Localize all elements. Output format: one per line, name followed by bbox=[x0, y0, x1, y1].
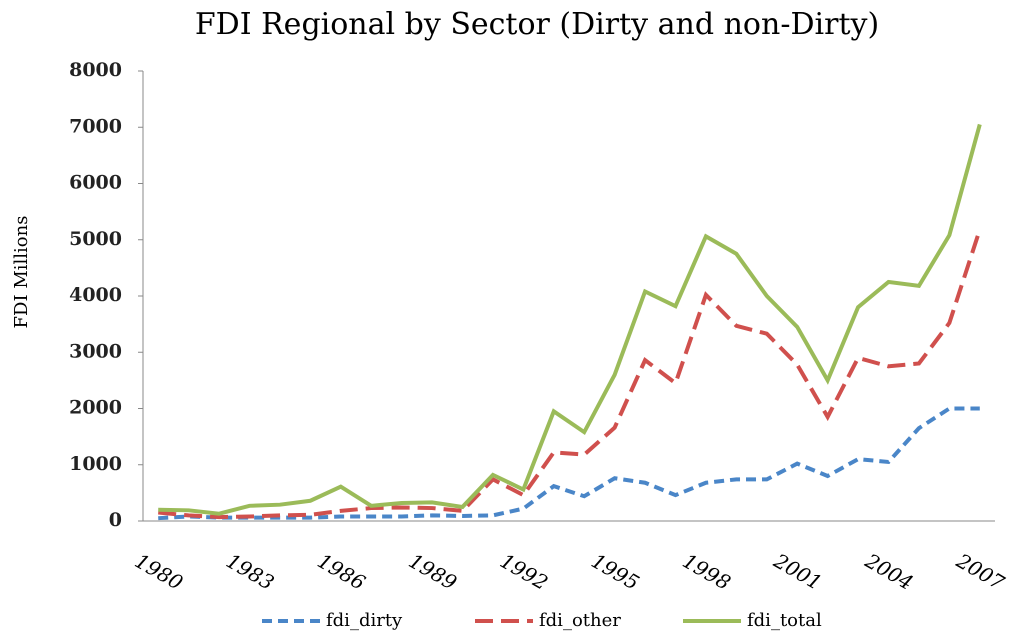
y-axis-label: FDI Millions bbox=[11, 216, 32, 329]
x-tick-label: 1998 bbox=[679, 549, 735, 595]
legend-label: fdi_total bbox=[747, 610, 822, 631]
y-tick-label: 5000 bbox=[69, 228, 122, 250]
y-tick-label: 2000 bbox=[69, 397, 122, 419]
y-tick-label: 8000 bbox=[69, 59, 122, 81]
y-tick-label: 6000 bbox=[69, 172, 122, 194]
x-tick-label: 1995 bbox=[587, 549, 643, 595]
x-tick-label: 1992 bbox=[496, 549, 552, 595]
y-tick-label: 7000 bbox=[69, 115, 122, 137]
y-tick-label: 1000 bbox=[69, 453, 122, 475]
x-tick-label: 1980 bbox=[131, 549, 187, 595]
y-tick-label: 3000 bbox=[69, 340, 122, 362]
legend-label: fdi_other bbox=[539, 610, 621, 631]
y-tick-label: 0 bbox=[109, 509, 122, 531]
x-tick-label: 1983 bbox=[222, 549, 278, 595]
x-tick-label: 1989 bbox=[405, 549, 461, 595]
x-tick-label: 2007 bbox=[952, 548, 1009, 595]
series-line bbox=[158, 123, 982, 516]
y-tick-label: 4000 bbox=[69, 284, 122, 306]
x-tick-label: 1986 bbox=[313, 549, 369, 595]
legend-label: fdi_dirty bbox=[326, 610, 403, 631]
series-line bbox=[158, 229, 982, 520]
x-tick-label: 2001 bbox=[769, 548, 826, 595]
series-line bbox=[158, 406, 980, 521]
x-tick-label: 2004 bbox=[860, 548, 917, 595]
chart-title: FDI Regional by Sector (Dirty and non-Di… bbox=[195, 7, 879, 42]
